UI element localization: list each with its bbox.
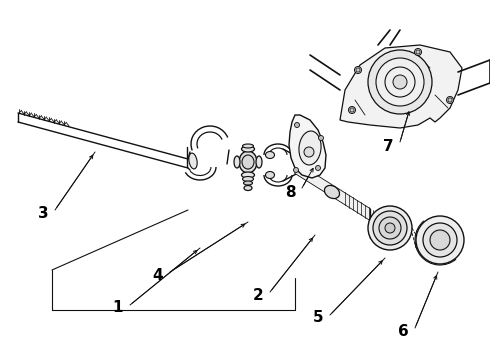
- Ellipse shape: [266, 152, 274, 158]
- Circle shape: [393, 75, 407, 89]
- Text: 3: 3: [38, 206, 49, 220]
- Circle shape: [368, 50, 432, 114]
- Ellipse shape: [244, 181, 252, 185]
- Polygon shape: [340, 45, 462, 128]
- Circle shape: [294, 167, 298, 172]
- Text: 7: 7: [383, 139, 393, 153]
- Circle shape: [379, 217, 401, 239]
- Ellipse shape: [189, 153, 197, 169]
- Ellipse shape: [242, 146, 254, 152]
- Circle shape: [446, 96, 454, 104]
- Circle shape: [294, 122, 299, 127]
- Ellipse shape: [324, 185, 340, 199]
- Polygon shape: [295, 162, 370, 220]
- Text: 2: 2: [253, 288, 264, 303]
- Text: 6: 6: [397, 324, 408, 339]
- Ellipse shape: [299, 131, 321, 165]
- Circle shape: [430, 230, 450, 250]
- Polygon shape: [289, 115, 326, 178]
- Ellipse shape: [266, 171, 274, 179]
- Circle shape: [354, 67, 362, 73]
- Ellipse shape: [242, 172, 254, 178]
- Ellipse shape: [239, 151, 257, 173]
- Text: 4: 4: [153, 269, 163, 284]
- Circle shape: [423, 223, 457, 257]
- Text: 1: 1: [113, 301, 123, 315]
- Circle shape: [304, 147, 314, 157]
- Ellipse shape: [234, 156, 240, 168]
- Text: 8: 8: [285, 185, 295, 199]
- Circle shape: [348, 107, 356, 113]
- Circle shape: [368, 206, 412, 250]
- Circle shape: [376, 58, 424, 106]
- Ellipse shape: [256, 156, 262, 168]
- Ellipse shape: [243, 144, 253, 148]
- Ellipse shape: [243, 176, 253, 181]
- Circle shape: [416, 216, 464, 264]
- Circle shape: [373, 211, 407, 245]
- Ellipse shape: [242, 155, 254, 169]
- Ellipse shape: [244, 185, 252, 190]
- Circle shape: [385, 223, 395, 233]
- Text: 5: 5: [313, 310, 323, 325]
- Circle shape: [316, 166, 320, 171]
- Circle shape: [415, 49, 421, 55]
- Circle shape: [318, 135, 323, 140]
